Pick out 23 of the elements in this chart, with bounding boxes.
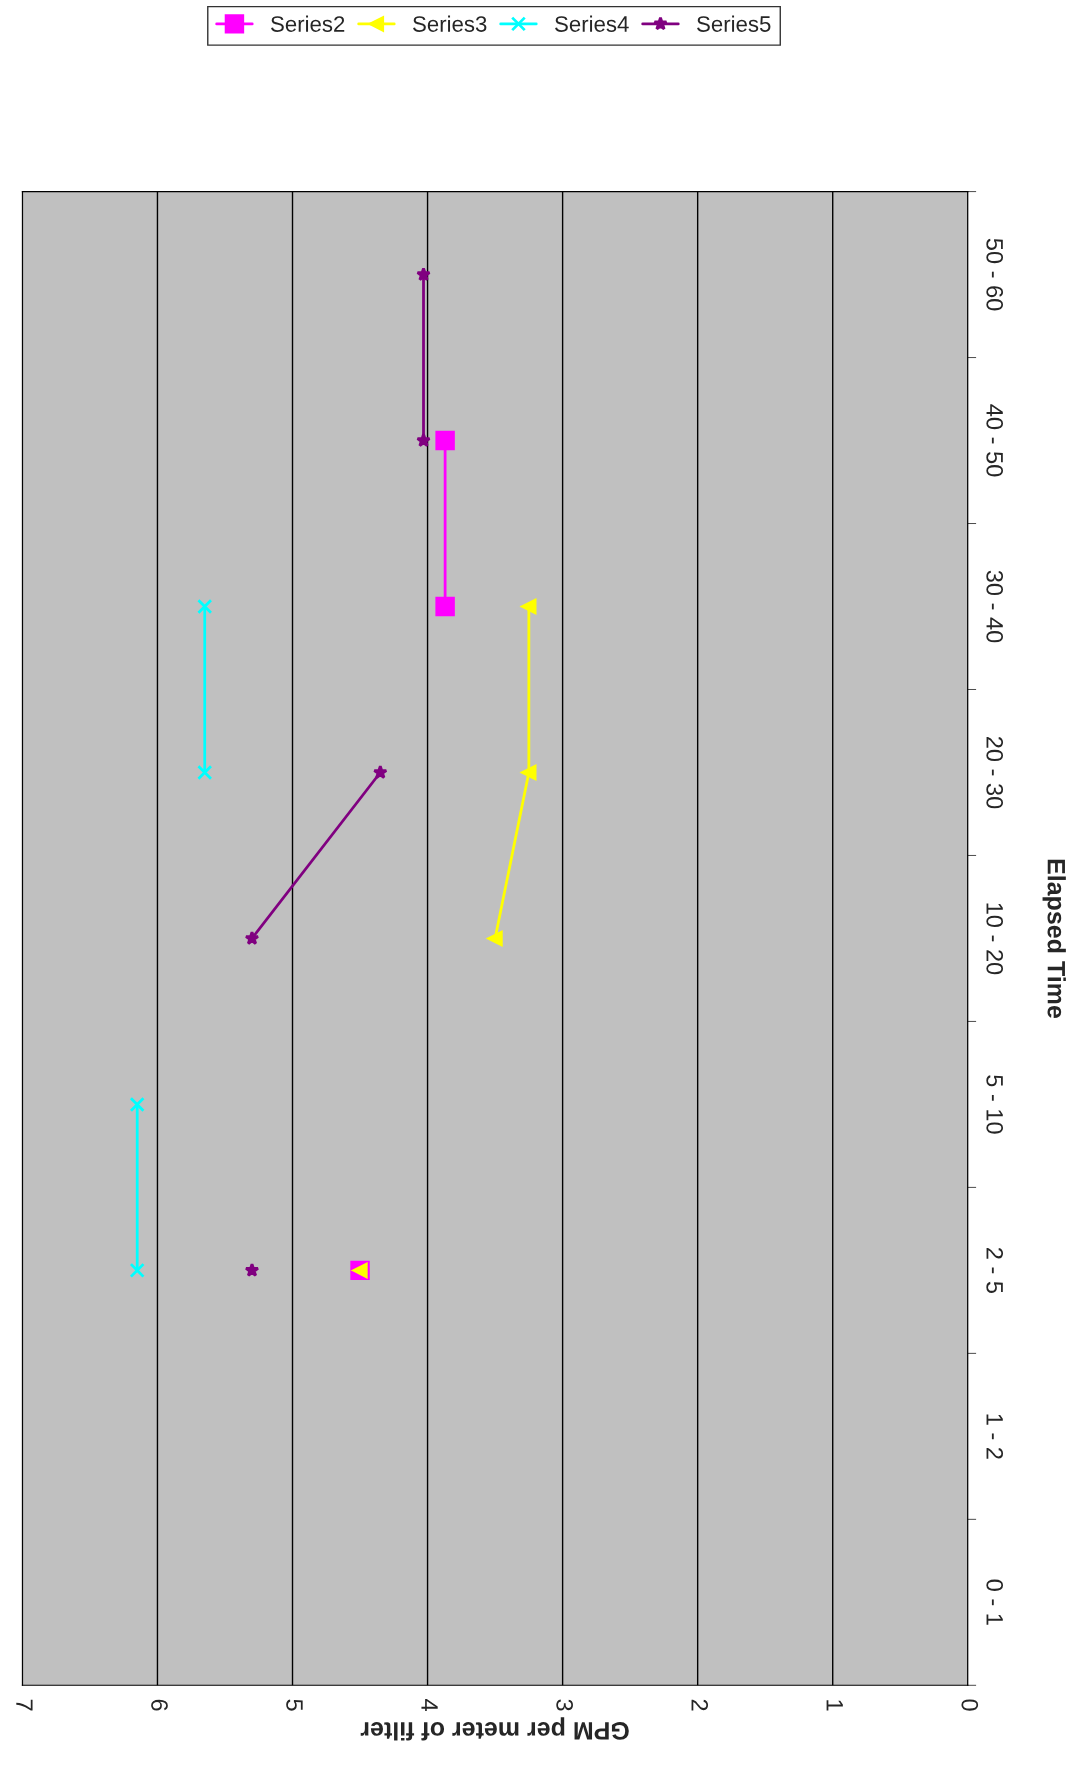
y-tick-label: 1 - 2 [986, 1414, 1004, 1459]
legend-label: Series5 [697, 15, 771, 32]
x-axis-title: GPM per meter of filter [360, 1717, 629, 1741]
x-tick-label: 5 [286, 1699, 303, 1711]
y-tick-label: 30 - 40 [986, 570, 1004, 643]
y-tick-label: 0 - 1 [986, 1579, 1004, 1625]
x-tick-label: 6 [151, 1699, 168, 1711]
y-tick-label: 50 - 60 [986, 238, 1004, 311]
x-tick-label: 4 [421, 1699, 438, 1711]
y-tick-label: 40 - 50 [986, 404, 1004, 477]
y-tick-label: 5 - 10 [986, 1075, 1004, 1134]
x-tick-label: 2 [691, 1699, 709, 1711]
y-tick-label: 2 - 5 [986, 1247, 1004, 1294]
y-tick-label: 20 - 30 [986, 736, 1004, 809]
legend-label: Series4 [555, 15, 629, 32]
y-axis-title: Elapsed Time [1042, 859, 1066, 1018]
x-tick-label: 7 [16, 1699, 33, 1711]
x-tick-label: 3 [556, 1699, 573, 1711]
y-tick-label: 10 - 20 [986, 903, 1004, 975]
legend-label: Series3 [413, 15, 487, 32]
x-tick-label: 1 [826, 1700, 843, 1711]
x-tick-label: 0 [961, 1699, 979, 1711]
legend-label: Series2 [271, 15, 345, 32]
